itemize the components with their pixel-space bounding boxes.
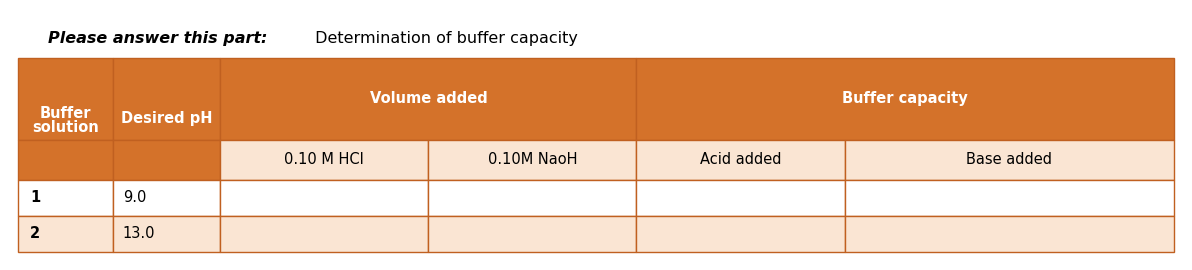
Bar	[18, 180, 113, 216]
Bar	[845, 180, 1174, 216]
Text: solution: solution	[32, 120, 99, 136]
Bar	[428, 216, 637, 252]
Bar	[221, 58, 637, 140]
Bar	[18, 140, 113, 180]
Bar	[113, 140, 221, 180]
Bar	[845, 216, 1174, 252]
Bar	[113, 58, 221, 140]
Bar	[18, 216, 113, 252]
Bar	[637, 140, 845, 180]
Text: 0.10 M HCl: 0.10 M HCl	[285, 152, 365, 167]
Text: 9.0: 9.0	[123, 190, 147, 205]
Bar	[113, 216, 221, 252]
Bar	[221, 180, 428, 216]
Bar	[221, 140, 428, 180]
Text: Base added: Base added	[967, 152, 1053, 167]
Bar	[845, 140, 1174, 180]
Bar	[221, 216, 428, 252]
Bar	[637, 58, 1174, 140]
Text: Desired pH: Desired pH	[120, 112, 212, 126]
Bar	[637, 180, 845, 216]
Bar	[428, 180, 637, 216]
Text: 2: 2	[30, 227, 41, 241]
Bar	[18, 58, 113, 140]
Text: Volume added: Volume added	[370, 92, 488, 106]
Text: Acid added: Acid added	[700, 152, 781, 167]
Text: 0.10M NaoH: 0.10M NaoH	[488, 152, 577, 167]
Text: Buffer: Buffer	[39, 106, 91, 122]
Text: Determination of buffer capacity: Determination of buffer capacity	[310, 31, 578, 46]
Bar	[113, 180, 221, 216]
Text: Buffer capacity: Buffer capacity	[843, 92, 968, 106]
Bar	[637, 216, 845, 252]
Text: 1: 1	[30, 190, 41, 205]
Bar	[428, 140, 637, 180]
Text: 13.0: 13.0	[123, 227, 155, 241]
Text: Please answer this part:: Please answer this part:	[48, 31, 267, 46]
